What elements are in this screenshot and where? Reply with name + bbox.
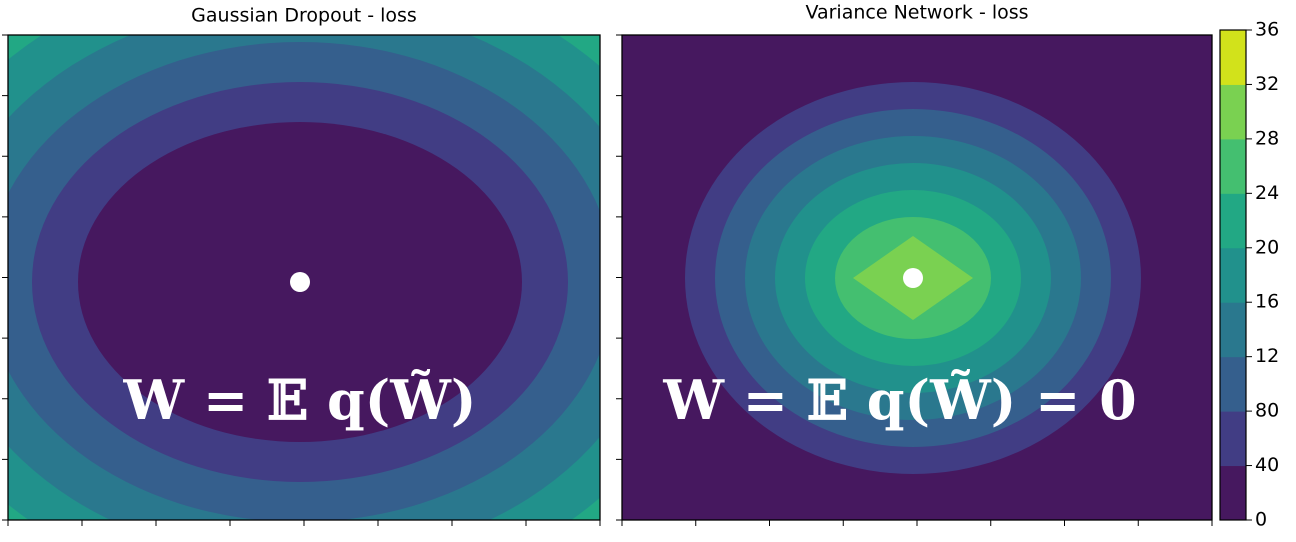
colorbar-tick-label: 28 — [1255, 127, 1279, 149]
colorbar-band — [1220, 84, 1246, 140]
colorbar-tick-label: 32 — [1255, 73, 1279, 95]
plot-title: Gaussian Dropout - loss — [191, 5, 417, 27]
colorbar-band — [1220, 138, 1246, 194]
optimum-marker — [290, 272, 310, 292]
plot-title: Variance Network - loss — [805, 2, 1028, 24]
colorbar-band — [1220, 30, 1246, 85]
colorbar-tick-label: 20 — [1255, 236, 1279, 258]
colorbar-tick-label: 24 — [1255, 182, 1279, 204]
colorbar-tick-label: 40 — [1255, 454, 1279, 476]
colorbar-band — [1220, 302, 1246, 358]
colorbar-band — [1220, 247, 1246, 303]
colorbar-band — [1220, 465, 1246, 521]
colorbar-tick-label: 16 — [1255, 291, 1279, 313]
plot-area — [8, 35, 600, 520]
annotation: W = 𝔼 q(W̃) = 0 — [662, 368, 1136, 432]
plot-area — [622, 35, 1212, 520]
annotation: W = 𝔼 q(W̃) — [123, 368, 477, 432]
colorbar-band — [1220, 411, 1246, 467]
colorbar-tick-label: 12 — [1255, 345, 1279, 367]
colorbar-band — [1220, 356, 1246, 412]
colorbar-tick-label: 80 — [1255, 400, 1279, 422]
colorbar-band — [1220, 193, 1246, 249]
colorbar-frame — [1219, 29, 1247, 521]
colorbar-tick-label: 36 — [1255, 19, 1279, 41]
optimum-marker — [903, 268, 923, 288]
colorbar-tick-label: 0 — [1255, 509, 1267, 531]
